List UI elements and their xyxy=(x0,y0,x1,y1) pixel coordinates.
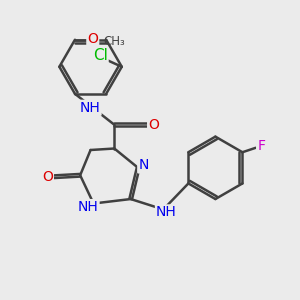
Text: O: O xyxy=(148,118,159,132)
Text: N: N xyxy=(138,158,148,172)
Text: O: O xyxy=(42,170,53,184)
Text: NH: NH xyxy=(80,101,101,115)
Text: F: F xyxy=(257,139,265,153)
Text: O: O xyxy=(87,32,98,46)
Text: NH: NH xyxy=(156,206,177,219)
Text: NH: NH xyxy=(78,200,99,214)
Text: Cl: Cl xyxy=(93,48,107,63)
Text: CH₃: CH₃ xyxy=(104,35,125,48)
